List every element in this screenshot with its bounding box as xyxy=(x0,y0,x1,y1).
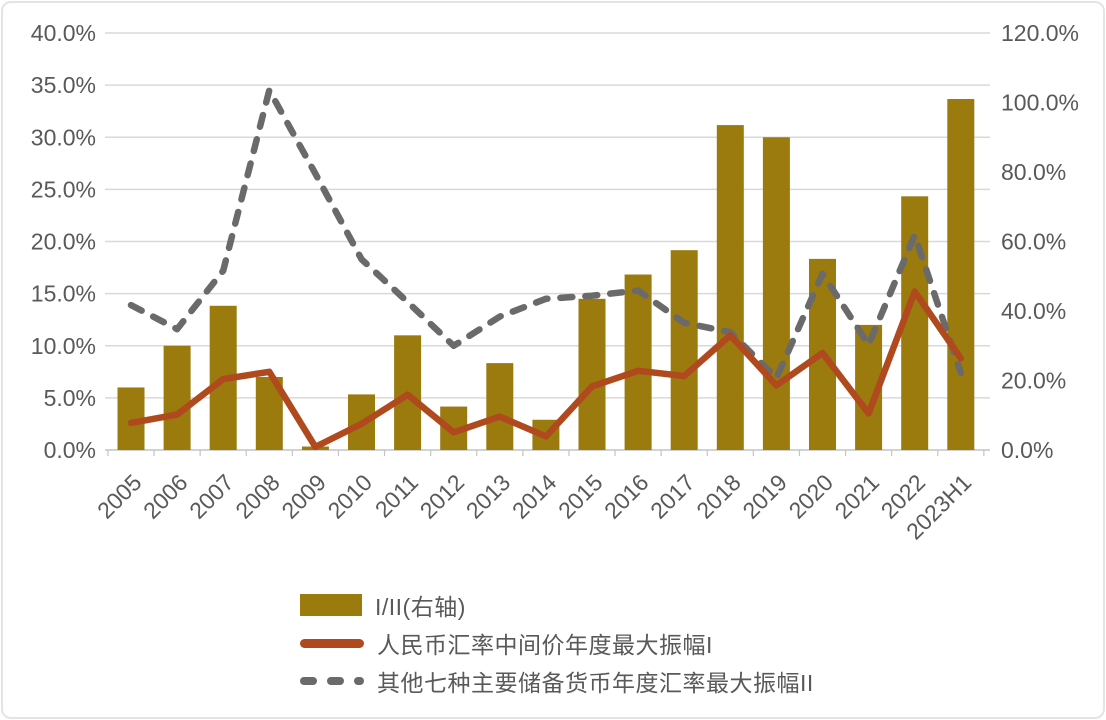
legend: I/II(右轴) 人民币汇率中间价年度最大振幅I 其他七种主要储备货币年度汇率最… xyxy=(300,586,814,700)
legend-swatch-solid-line-icon xyxy=(300,638,364,648)
bar-2015 xyxy=(578,298,606,450)
x-axis-category-label: 2019 xyxy=(737,469,792,524)
legend-item-rmb-amplitude: 人民币汇率中间价年度最大振幅I xyxy=(300,624,814,662)
right-axis-tick-label: 60.0% xyxy=(1001,229,1066,255)
bar-2023H1 xyxy=(947,99,975,451)
left-axis-tick-label: 25.0% xyxy=(31,176,96,202)
legend-label-ratio: I/II(右轴) xyxy=(375,594,466,620)
left-axis-tick-label: 10.0% xyxy=(31,333,96,359)
bar-2006 xyxy=(163,345,191,450)
x-axis-category-label: 2012 xyxy=(415,469,470,524)
right-axis-tick-label: 100.0% xyxy=(1001,90,1079,116)
x-axis-category-label: 2007 xyxy=(184,469,239,524)
bar-2017 xyxy=(670,250,698,450)
bar-2016 xyxy=(624,274,652,450)
left-axis-tick-label: 15.0% xyxy=(31,281,96,307)
bar-2019 xyxy=(762,137,790,450)
x-axis-category-label: 2009 xyxy=(276,469,331,524)
legend-swatch-bar-icon xyxy=(300,594,362,616)
x-axis-category-label: 2014 xyxy=(507,469,562,524)
legend-label-other-currencies: 其他七种主要储备货币年度汇率最大振幅II xyxy=(377,670,814,696)
x-axis-category-label: 2010 xyxy=(322,469,377,524)
legend-swatch-dashed-line-icon xyxy=(300,677,364,685)
right-axis-tick-label: 40.0% xyxy=(1001,298,1066,324)
right-axis-tick-label: 80.0% xyxy=(1001,159,1066,185)
x-axis-category-label: 2018 xyxy=(691,469,746,524)
x-axis-category-label: 2021 xyxy=(830,469,885,524)
left-axis-tick-label: 35.0% xyxy=(31,72,96,98)
left-axis-tick-label: 40.0% xyxy=(31,20,96,46)
left-axis-tick-label: 0.0% xyxy=(44,437,96,463)
x-axis-category-label: 2011 xyxy=(370,469,423,522)
x-axis-category-label: 2020 xyxy=(783,469,838,524)
left-axis-tick-label: 30.0% xyxy=(31,124,96,150)
right-axis-tick-label: 20.0% xyxy=(1001,368,1066,394)
bar-2013 xyxy=(486,363,514,450)
bar-2018 xyxy=(716,125,744,451)
x-axis-category-label: 2017 xyxy=(645,469,700,524)
x-axis-category-label: 2006 xyxy=(138,469,193,524)
x-axis-category-label: 2008 xyxy=(230,469,285,524)
x-axis-category-label: 2016 xyxy=(599,469,654,524)
x-axis-category-label: 2005 xyxy=(92,469,147,524)
legend-item-ratio: I/II(右轴) xyxy=(300,586,814,624)
right-axis-tick-label: 120.0% xyxy=(1001,20,1079,46)
left-axis-tick-label: 5.0% xyxy=(44,385,96,411)
right-axis-tick-label: 0.0% xyxy=(1001,437,1053,463)
legend-label-rmb-amplitude: 人民币汇率中间价年度最大振幅I xyxy=(377,632,713,658)
legend-item-other-currencies: 其他七种主要储备货币年度汇率最大振幅II xyxy=(300,662,814,700)
x-axis-category-label: 2015 xyxy=(553,469,608,524)
dashed-line-series xyxy=(127,87,965,382)
left-axis-tick-label: 20.0% xyxy=(31,229,96,255)
x-axis-category-label: 2013 xyxy=(461,469,516,524)
solid-line-series xyxy=(127,288,965,451)
